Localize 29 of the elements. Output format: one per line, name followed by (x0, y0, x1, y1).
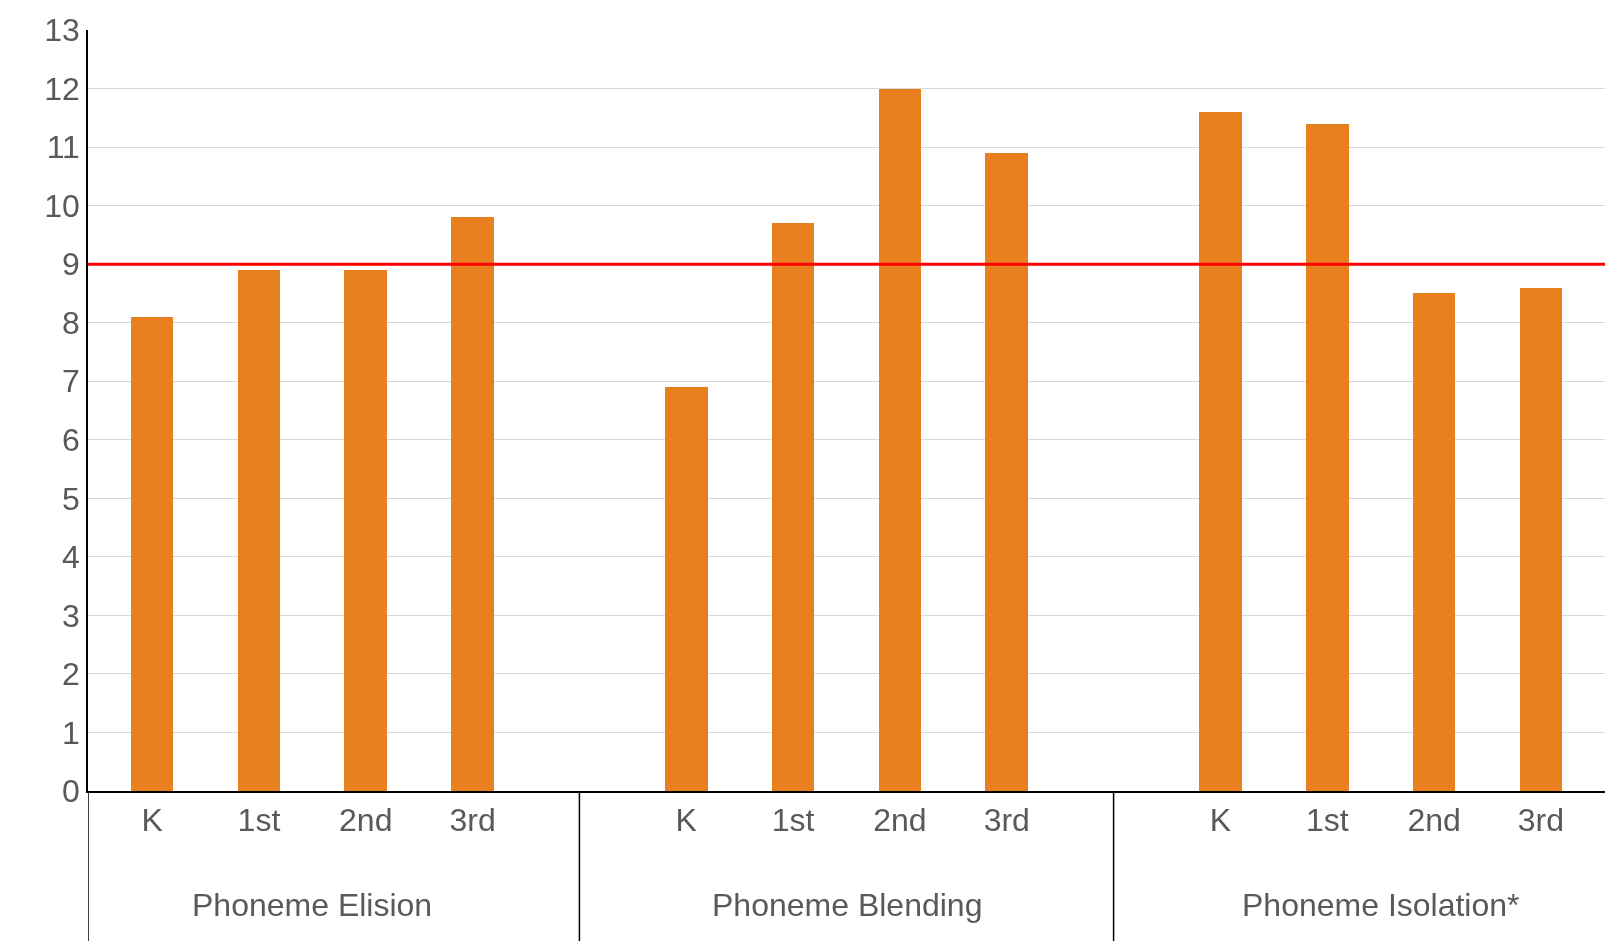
y-tick-label: 9 (62, 246, 80, 283)
x-tick-label: 1st (237, 802, 281, 839)
y-tick-label: 12 (44, 70, 80, 107)
y-tick-label: 1 (62, 714, 80, 751)
y-tick-label: 3 (62, 597, 80, 634)
x-tick-label: 2nd (1407, 802, 1461, 839)
x-tick-label: 3rd (1517, 802, 1565, 839)
y-tick-label: 2 (62, 656, 80, 693)
x-tick-label: 3rd (983, 802, 1030, 839)
y-tick-label: 6 (62, 421, 80, 458)
y-tick-label: 4 (62, 539, 80, 576)
text: Phoneme Isolation* (1242, 887, 1520, 923)
y-tick-label: 7 (62, 363, 80, 400)
y-tick-label: 10 (44, 187, 80, 224)
x-tick-label: 1st (771, 802, 815, 839)
y-tick-label: 13 (44, 12, 80, 49)
x-tick-label: 3rd (449, 802, 496, 839)
text: Phoneme Elision (192, 887, 433, 923)
text: Phoneme Blending (712, 887, 983, 923)
x-tick-label: K (675, 802, 697, 839)
y-tick-label: 8 (62, 304, 80, 341)
x-tick-label: 1st (1305, 802, 1349, 839)
x-tick-label: 2nd (873, 802, 927, 839)
x-tick-label: 2nd (339, 802, 393, 839)
x-tick-label: K (141, 802, 163, 839)
y-tick-label: 0 (62, 773, 80, 810)
x-tick-label: K (1209, 802, 1232, 839)
y-tick-label: 5 (62, 480, 80, 517)
y-tick-label: 11 (46, 129, 80, 166)
